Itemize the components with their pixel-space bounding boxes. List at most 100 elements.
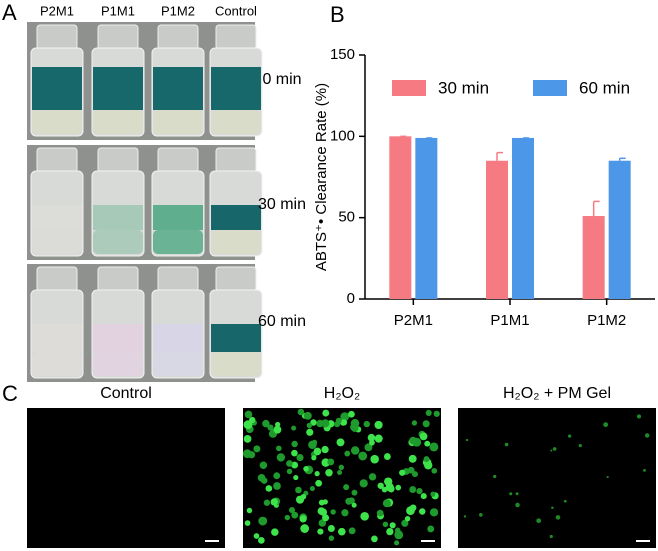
vial-liquid [32, 67, 82, 110]
vial-neck [36, 147, 78, 173]
cell [606, 476, 609, 479]
cell [340, 412, 350, 422]
cell [327, 524, 335, 532]
cell [549, 534, 553, 539]
vial-bottom [211, 230, 261, 254]
cell [409, 504, 417, 512]
cell [351, 489, 358, 496]
cell [479, 513, 483, 517]
cell [335, 417, 342, 424]
cell [364, 443, 373, 452]
cell [370, 454, 379, 464]
cell [325, 469, 333, 477]
time-label: 30 min [258, 196, 306, 213]
cell [643, 468, 646, 472]
cell [376, 509, 384, 517]
legend-label: 30 min [438, 78, 489, 97]
cell [429, 442, 439, 452]
panel-label: A [2, 0, 17, 25]
cell [395, 484, 402, 491]
cell [316, 419, 324, 428]
cell [258, 516, 268, 526]
cell [257, 537, 265, 544]
cell [337, 470, 343, 476]
cell [551, 506, 554, 509]
vial-neck [157, 24, 199, 50]
vial-neck [215, 24, 257, 50]
cell [291, 425, 297, 431]
cell [291, 449, 298, 457]
cell [308, 440, 317, 450]
cell [336, 438, 345, 447]
cell [286, 468, 293, 475]
cell [360, 511, 369, 521]
cell [327, 458, 335, 466]
cell [407, 466, 415, 474]
vial-neck [215, 266, 257, 292]
cell [322, 514, 330, 522]
cell [243, 420, 253, 430]
cell [371, 535, 378, 543]
cell [265, 485, 273, 492]
cell [420, 493, 427, 500]
vial-label: P1M1 [101, 3, 135, 18]
cell [515, 502, 520, 508]
cell [351, 502, 357, 508]
cell [315, 479, 323, 487]
x-tick-label: P1M2 [587, 312, 626, 329]
cell [291, 461, 299, 469]
cell [348, 527, 356, 535]
cell [465, 438, 469, 442]
cell [382, 521, 389, 528]
cell [276, 453, 286, 462]
cell [350, 446, 360, 455]
cell [321, 445, 329, 454]
micrograph [458, 408, 656, 548]
cell [246, 507, 253, 514]
cell [343, 484, 350, 491]
vial-neck [36, 266, 78, 292]
vial-neck [97, 24, 139, 50]
cell [295, 486, 302, 494]
cell [382, 499, 391, 508]
cell [636, 414, 642, 419]
bar [608, 160, 631, 299]
vial-bottom [211, 110, 261, 134]
cell [271, 528, 279, 536]
cell [493, 474, 497, 479]
cell [367, 433, 376, 442]
cell [284, 514, 291, 521]
bar [512, 137, 534, 299]
cell [244, 520, 251, 526]
bar [389, 136, 412, 299]
cell [321, 419, 330, 428]
legend-label: 60 min [579, 78, 630, 97]
vial-liquid [153, 205, 203, 230]
cell [552, 447, 557, 451]
cell [424, 461, 433, 470]
cell [433, 410, 440, 417]
cell [345, 497, 353, 505]
vial-bottom [93, 352, 143, 376]
cell [383, 453, 391, 460]
cell [309, 485, 315, 492]
cell [344, 450, 351, 457]
vial-neck [97, 266, 139, 292]
vial-bottom [93, 230, 143, 254]
panel-label: B [330, 2, 345, 27]
vial-liquid [153, 324, 203, 352]
cell [260, 477, 268, 484]
cell [314, 471, 320, 477]
cell [348, 410, 355, 418]
vial-liquid [211, 324, 261, 352]
cell [317, 528, 324, 535]
cell [291, 511, 299, 519]
cell [243, 435, 252, 443]
cell [296, 453, 304, 462]
cell [303, 411, 312, 420]
x-tick-label: P2M1 [394, 312, 433, 329]
vial-bottom [93, 110, 143, 134]
cell [404, 515, 411, 522]
cell [377, 482, 384, 489]
vial-liquid [153, 67, 203, 110]
